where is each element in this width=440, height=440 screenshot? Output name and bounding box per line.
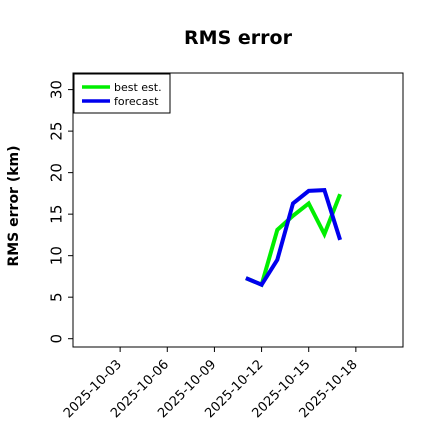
y-axis-ticks: 0 5 10 15 20 25 30 [47, 80, 73, 343]
y-tick-label: 25 [47, 122, 65, 141]
y-axis-label: RMS error (km) [6, 145, 22, 266]
plot-area [72, 72, 404, 348]
legend-label-forecast: forecast [114, 95, 159, 108]
y-tick-label: 15 [47, 205, 65, 224]
legend-box [73, 73, 171, 114]
legend-label-best-est: best est. [114, 81, 162, 94]
x-axis-ticks: 2025-10-032025-10-062025-10-092025-10-12… [61, 347, 361, 421]
y-tick-label: 5 [47, 292, 65, 302]
chart-title: RMS error [184, 27, 293, 49]
series-line-forecast [245, 188, 343, 288]
y-tick-label: 10 [47, 246, 65, 265]
y-tick-label: 20 [47, 163, 65, 182]
y-tick-label: 30 [47, 80, 65, 99]
legend: best est. forecast [73, 73, 171, 114]
series-lines [245, 188, 343, 288]
y-tick-label: 0 [47, 334, 65, 344]
